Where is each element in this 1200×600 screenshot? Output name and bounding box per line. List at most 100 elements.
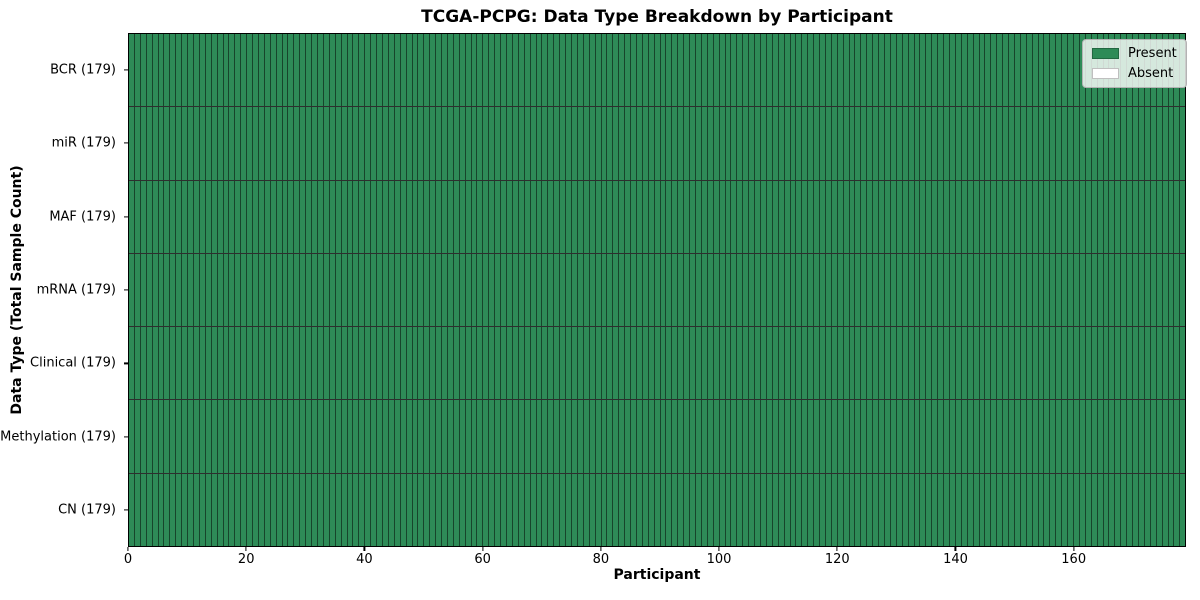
heatmap-cell bbox=[1073, 400, 1079, 473]
heatmap-cell bbox=[299, 34, 306, 107]
heatmap-cell bbox=[458, 107, 465, 180]
heatmap-cell bbox=[925, 34, 932, 107]
heatmap-cell bbox=[895, 327, 902, 400]
heatmap-cell bbox=[541, 107, 548, 180]
heatmap-cell bbox=[600, 400, 607, 473]
heatmap-cell bbox=[334, 253, 341, 327]
y-tick-mark bbox=[124, 509, 128, 511]
heatmap-cell bbox=[129, 400, 134, 473]
heatmap-cell bbox=[677, 473, 684, 546]
heatmap-cell bbox=[736, 400, 743, 473]
heatmap-cell bbox=[175, 473, 182, 546]
heatmap-cell bbox=[618, 253, 625, 327]
heatmap-cell bbox=[813, 34, 820, 107]
heatmap-cell bbox=[1132, 400, 1138, 473]
heatmap-cell bbox=[966, 327, 973, 400]
heatmap-cell bbox=[139, 34, 146, 107]
heatmap-cell bbox=[246, 473, 253, 546]
heatmap-cell bbox=[884, 253, 890, 327]
heatmap-cell bbox=[754, 107, 760, 180]
heatmap-cell bbox=[317, 253, 323, 327]
heatmap-cell bbox=[943, 180, 949, 253]
heatmap-cell bbox=[594, 107, 601, 180]
heatmap-cell bbox=[990, 107, 997, 180]
heatmap-cell bbox=[836, 34, 843, 107]
heatmap-cell bbox=[671, 107, 678, 180]
heatmap-cell bbox=[358, 180, 365, 253]
heatmap-cell bbox=[878, 180, 884, 253]
heatmap-cell bbox=[706, 180, 713, 253]
heatmap-cell bbox=[689, 107, 695, 180]
heatmap-cell bbox=[1167, 253, 1174, 327]
y-tick-label: mRNA (179) bbox=[36, 282, 116, 298]
heatmap-cell bbox=[907, 473, 914, 546]
heatmap-cell bbox=[801, 107, 808, 180]
legend-swatch-absent-icon bbox=[1092, 68, 1119, 79]
heatmap-cell bbox=[145, 253, 152, 327]
heatmap-cell bbox=[783, 34, 790, 107]
heatmap-cell bbox=[181, 400, 188, 473]
heatmap-cell bbox=[795, 253, 802, 327]
heatmap-cell bbox=[653, 253, 660, 327]
heatmap-cell bbox=[423, 107, 430, 180]
heatmap-cell bbox=[872, 473, 879, 546]
heatmap-cell bbox=[216, 180, 223, 253]
heatmap-cell bbox=[895, 107, 902, 180]
heatmap-cell bbox=[718, 327, 725, 400]
heatmap-cell bbox=[139, 180, 146, 253]
heatmap-cell bbox=[381, 34, 388, 107]
heatmap-cell bbox=[777, 180, 784, 253]
heatmap-cell bbox=[269, 180, 276, 253]
heatmap-cell bbox=[854, 400, 861, 473]
heatmap-cell bbox=[139, 473, 146, 546]
heatmap-cell bbox=[612, 400, 619, 473]
heatmap-cell bbox=[570, 34, 577, 107]
legend-label-present: Present bbox=[1128, 46, 1177, 61]
y-tick-label: CN (179) bbox=[58, 502, 116, 518]
heatmap-cell bbox=[641, 107, 648, 180]
heatmap-cell bbox=[588, 253, 595, 327]
heatmap-cell bbox=[1149, 473, 1156, 546]
heatmap-cell bbox=[1161, 473, 1168, 546]
heatmap-cell bbox=[842, 180, 849, 253]
heatmap-cell bbox=[175, 253, 182, 327]
heatmap-cell bbox=[488, 473, 495, 546]
heatmap-cell bbox=[1043, 34, 1050, 107]
heatmap-cell bbox=[423, 253, 430, 327]
heatmap-cell bbox=[972, 34, 979, 107]
heatmap-cell bbox=[884, 473, 890, 546]
heatmap-cell bbox=[836, 253, 843, 327]
heatmap-cell bbox=[730, 34, 737, 107]
heatmap-cell bbox=[299, 473, 306, 546]
heatmap-cell bbox=[263, 327, 270, 400]
heatmap-cell bbox=[1155, 107, 1162, 180]
heatmap-cell bbox=[990, 253, 997, 327]
heatmap-cell bbox=[411, 180, 418, 253]
heatmap-cell bbox=[913, 327, 920, 400]
heatmap-cell bbox=[553, 107, 560, 180]
heatmap-cell bbox=[1161, 253, 1168, 327]
heatmap-cell bbox=[813, 180, 820, 253]
heatmap-cell bbox=[618, 400, 625, 473]
heatmap-cell bbox=[1013, 34, 1020, 107]
heatmap-cell bbox=[913, 400, 920, 473]
heatmap-cell bbox=[1043, 107, 1050, 180]
heatmap-cell bbox=[222, 473, 229, 546]
heatmap-cell bbox=[281, 400, 288, 473]
heatmap-cell bbox=[187, 107, 193, 180]
heatmap-cell bbox=[216, 400, 223, 473]
heatmap-cell bbox=[340, 327, 347, 400]
heatmap-cell bbox=[1149, 253, 1156, 327]
heatmap-cell bbox=[712, 400, 719, 473]
heatmap-cell bbox=[854, 473, 861, 546]
heatmap-cell bbox=[1049, 400, 1056, 473]
x-tick-label: 160 bbox=[1061, 552, 1087, 567]
heatmap-cell bbox=[328, 253, 335, 327]
heatmap-cell bbox=[317, 180, 323, 253]
heatmap-cell bbox=[222, 400, 229, 473]
heatmap-cell bbox=[1132, 107, 1138, 180]
heatmap-cell bbox=[683, 327, 690, 400]
heatmap-cell bbox=[293, 400, 300, 473]
heatmap-cell bbox=[169, 34, 176, 107]
heatmap-cell bbox=[417, 327, 424, 400]
